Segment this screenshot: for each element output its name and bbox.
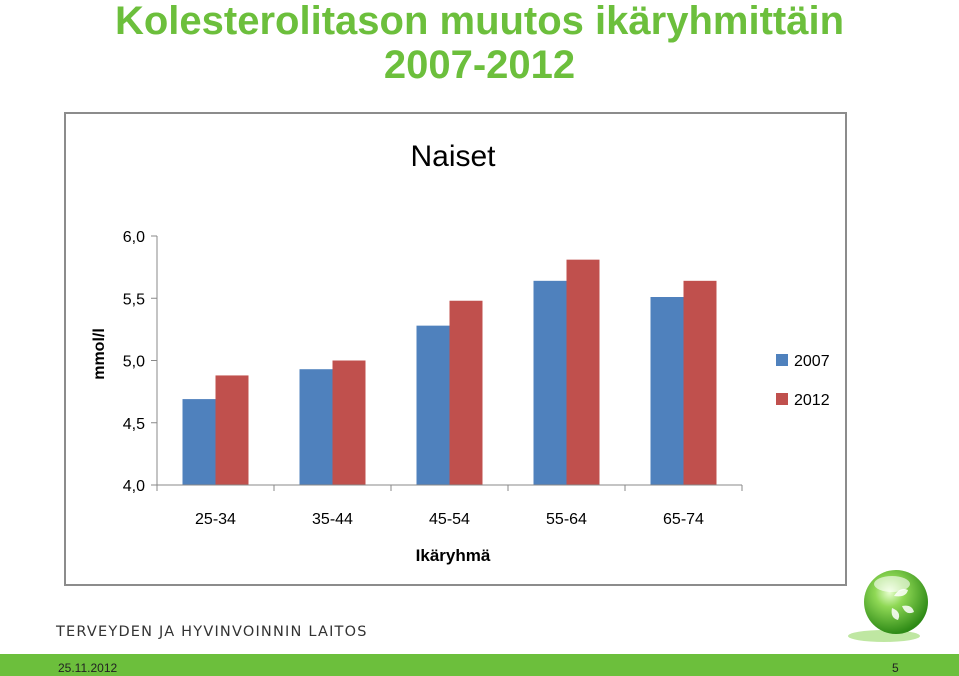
- x-axis-label: Ikäryhmä: [416, 546, 491, 565]
- y-tick-label: 5,5: [123, 291, 145, 308]
- y-axis-label: mmol/l: [91, 328, 108, 380]
- thl-logo: [836, 566, 936, 651]
- footer-date: 25.11.2012: [58, 661, 118, 675]
- slide-title-line2: 2007-2012: [383, 43, 576, 87]
- legend-swatch-2007: [776, 354, 788, 366]
- y-tick-label: 4,0: [123, 478, 145, 495]
- footer-bar: [0, 654, 959, 676]
- chart-title: Naiset: [410, 140, 496, 173]
- bar-2007-55-64: [533, 280, 567, 485]
- y-tick-label: 4,5: [123, 416, 145, 433]
- bar-2007-45-54: [416, 325, 450, 485]
- legend-label-2007: 2007: [794, 353, 830, 370]
- bar-2012-25-34: [215, 375, 249, 485]
- bar-2012-45-54: [449, 300, 483, 485]
- legend-label-2012: 2012: [794, 392, 830, 409]
- y-tick-label: 6,0: [123, 229, 145, 246]
- bar-2007-65-74: [650, 297, 684, 485]
- x-tick-label: 45-54: [429, 511, 470, 528]
- bar-2012-55-64: [566, 259, 600, 485]
- y-tick-label: 5,0: [123, 354, 145, 371]
- bar-2012-65-74: [683, 280, 717, 485]
- x-tick-label: 35-44: [312, 511, 353, 528]
- x-tick-label: 25-34: [195, 511, 236, 528]
- green-sphere-logo-icon: [848, 570, 928, 642]
- x-tick-label: 55-64: [546, 511, 587, 528]
- organization-name: TERVEYDEN JA HYVINVOINNIN LAITOS: [56, 624, 368, 640]
- bar-2007-25-34: [182, 399, 216, 485]
- page-number: 5: [892, 661, 899, 675]
- bar-2012-35-44: [332, 360, 366, 485]
- x-tick-label: 65-74: [663, 511, 704, 528]
- legend-swatch-2012: [776, 393, 788, 405]
- bar-2007-35-44: [299, 369, 333, 485]
- slide-title-line1: Kolesterolitason muutos ikäryhmittäin: [114, 0, 845, 43]
